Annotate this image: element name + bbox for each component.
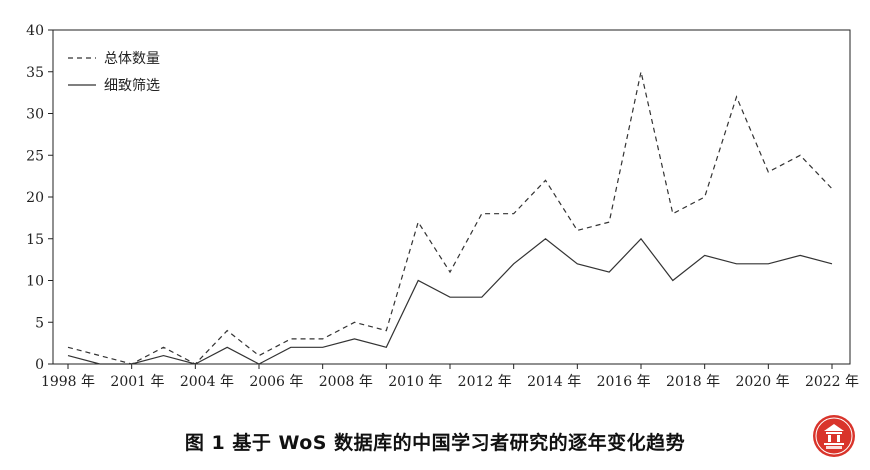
seal-logo-icon [813,415,855,457]
figure-caption: 图 1 基于 WoS 数据库的中国学习者研究的逐年变化趋势 [184,432,686,454]
y-axis-ticks: 0 5 10 15 20 25 30 35 40 [26,23,53,373]
x-tick-label: 2001 年 [110,374,164,390]
x-tick-label: 2016 年 [597,374,651,390]
y-tick-label: 35 [26,65,44,81]
x-tick-label: 1998 年 [41,374,95,390]
plot-frame [52,29,851,365]
x-tick-label: 2012 年 [458,374,512,390]
y-tick-label: 25 [26,148,44,164]
series-line-1 [67,71,833,365]
y-tick-label: 15 [26,232,44,248]
x-tick-label: 2022 年 [805,374,859,390]
x-tick-label: 2020 年 [735,374,789,390]
x-tick-label: 2018 年 [666,374,720,390]
series-lines [67,71,833,365]
legend-label-1: 总体数量 [104,51,160,67]
x-tick-label: 2008 年 [319,374,373,390]
y-tick-label: 10 [26,274,44,290]
y-tick-label: 40 [26,23,44,39]
legend-label-2: 细致筛选 [104,78,160,94]
y-tick-label: 5 [35,315,44,331]
series-line-2 [67,237,833,365]
y-tick-label: 30 [26,107,44,123]
x-axis-ticks: 1998 年 2001 年 2004 年 2006 年 2008 年 2010 年 2012… [41,364,859,390]
x-tick-label: 2006 年 [249,374,303,390]
x-tick-label: 2004 年 [180,374,234,390]
chart-axes [52,29,851,365]
y-tick-label: 20 [26,190,44,206]
x-tick-label: 2010 年 [388,374,442,390]
y-tick-label: 0 [35,357,44,373]
x-tick-label: 2014 年 [527,374,581,390]
